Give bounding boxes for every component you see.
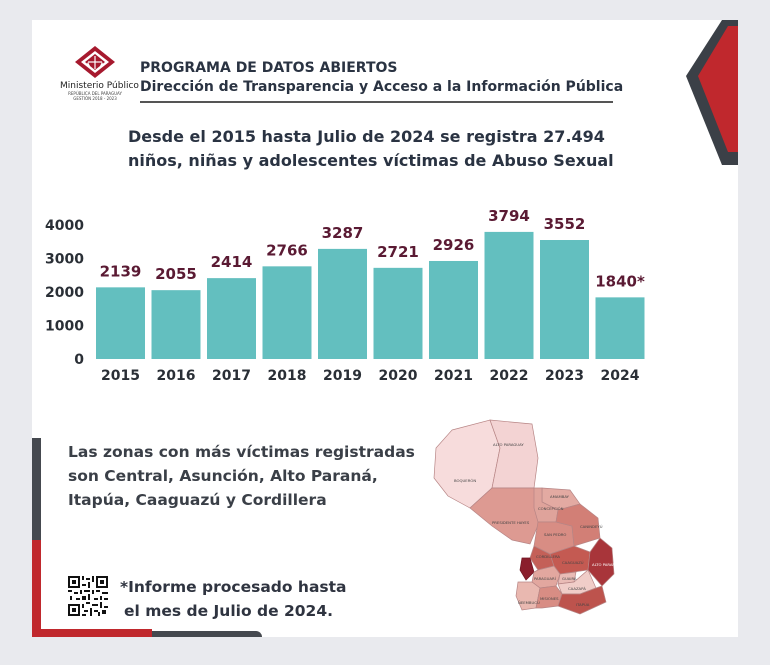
map-label-amambay: AMAMBAY [550,494,570,499]
headline: Desde el 2015 hasta Julio de 2024 se reg… [128,125,614,173]
map-label-alto-parana: ALTO PARANÁ [592,562,618,567]
bar-2022 [484,231,534,359]
data-label-2019: 3287 [322,224,364,242]
map-label-concepcion: CONCEPCIÓN [538,506,564,511]
x-tick-label-2018: 2018 [268,368,307,384]
bottom-decoration-dark [152,631,262,637]
logo-name: Ministerio Público [60,81,139,91]
x-tick-label-2024: 2024 [601,368,640,384]
y-tick-label: 1000 [45,319,84,335]
bar-2015 [96,287,145,359]
x-tick-label-2017: 2017 [212,368,251,384]
bar-2017 [207,278,256,359]
map-region-canindeyu [555,503,601,547]
footnote: *Informe procesado hasta el mes de Julio… [120,575,347,623]
zones-line-1: Las zonas con más víctimas registradas [68,443,415,461]
data-label-2024: 1840* [595,272,645,290]
header-divider [140,101,613,103]
data-label-2016: 2055 [155,265,197,283]
data-label-2018: 2766 [266,241,308,259]
bar-2020 [373,267,423,359]
bar-2018 [262,266,312,359]
bottom-decoration-red [32,629,152,637]
map-label-canindeyu: CANINDEYÚ [580,524,603,529]
map-label-caaguazu: CAAGUAZÚ [562,560,584,565]
headline-line-2: niños, niñas y adolescentes víctimas de … [128,151,614,170]
x-tick-label-2022: 2022 [490,368,529,384]
zones-line-3: Itapúa, Caaguazú y Cordillera [68,491,327,509]
map-region-central [519,557,535,581]
corner-decoration-top-right [686,20,738,165]
y-tick-label: 2000 [45,285,84,301]
data-label-2022: 3794 [488,207,530,225]
y-tick-label: 4000 [45,218,84,234]
zones-line-2: son Central, Asunción, Alto Paraná, [68,467,378,485]
data-label-2023: 3552 [544,215,586,233]
bar-2019 [318,248,367,359]
bar-chart: 0 1000 2000 3000 4000 2139 2015 2055 2016 2414 201… [45,207,645,384]
map-label-presidente-hayes: PRESIDENTE HAYES [492,520,530,525]
x-tick-label-2023: 2023 [545,368,584,384]
data-label-2021: 2926 [433,236,475,254]
ministerio-publico-logo: Ministerio Público REPÚBLICA DEL PARAGUA… [60,45,139,101]
map-label-guaira: GUAIRÁ [562,576,577,581]
bar-2023 [540,240,589,359]
map-label-neembucu: ÑEEMBUCÚ [518,600,540,605]
map-label-paraguari: PARAGUARÍ [534,576,556,581]
headline-line-1: Desde el 2015 hasta Julio de 2024 se reg… [128,127,605,146]
bar-2024 [595,297,645,359]
map-region-itapua [557,585,607,615]
map-label-caazapa: CAAZAPÁ [568,586,586,591]
map-label-cordillera: CORDILLERA [536,554,560,559]
x-tick-label-2015: 2015 [101,368,140,384]
x-tick-label-2016: 2016 [157,368,196,384]
data-label-2020: 2721 [377,243,419,261]
zones-text: Las zonas con más víctimas registradas s… [68,440,418,512]
y-tick-label: 3000 [45,252,84,268]
map-label-san-pedro: SAN PEDRO [544,532,566,537]
footnote-line-1: *Informe procesado hasta [120,578,347,596]
footnote-line-2: el mes de Julio de 2024. [124,602,334,620]
left-decoration-dark [32,438,41,540]
map-label-itapua: ITAPÚA [576,602,590,607]
map-label-alto-paraguay: ALTO PARAGUAY [493,442,524,447]
y-tick-label: 0 [74,352,84,368]
x-tick-label-2019: 2019 [323,368,362,384]
data-label-2015: 2139 [100,262,142,280]
bar-2016 [151,290,201,359]
x-tick-label-2021: 2021 [434,368,473,384]
paraguay-map: ALTO PARAGUAY BOQUERÓN PRESIDENTE HAYES … [433,419,618,615]
left-decoration-red [32,540,41,637]
department-subtitle: Dirección de Transparencia y Acceso a la… [140,79,624,95]
bar-2021 [429,260,478,359]
logo-subtitle-1: REPÚBLICA DEL PARAGUAY [68,91,122,96]
map-label-misiones: MISIONES [540,596,559,601]
logo-subtitle-2: GESTIÓN 2018 - 2023 [73,96,117,101]
data-label-2017: 2414 [211,253,253,271]
program-title: PROGRAMA DE DATOS ABIERTOS [140,60,398,76]
scales-emblem-icon [75,46,115,78]
qr-code-icon [68,576,108,616]
map-label-boqueron: BOQUERÓN [454,478,476,483]
x-tick-label-2020: 2020 [379,368,418,384]
